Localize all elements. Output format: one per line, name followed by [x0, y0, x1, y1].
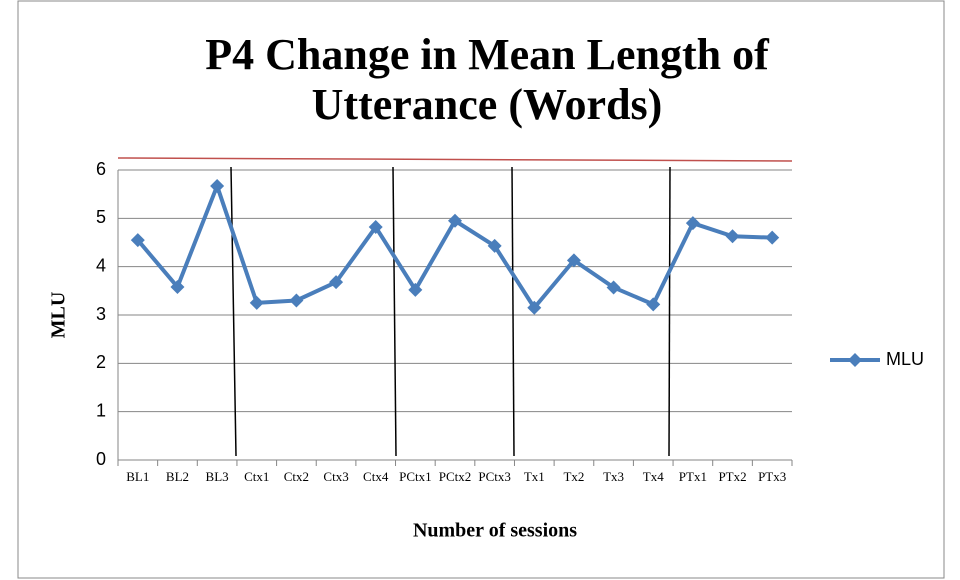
y-axis-title: MLU — [48, 292, 70, 339]
y-tick-label: 1 — [96, 400, 106, 420]
x-tick-label: Tx4 — [643, 469, 664, 484]
data-point — [170, 279, 185, 294]
data-point — [725, 229, 740, 244]
y-tick-label: 6 — [96, 159, 106, 179]
data-point — [329, 275, 344, 290]
chart-title: P4 Change in Mean Length of Utterance (W… — [205, 30, 769, 129]
x-tick-label: BL3 — [206, 469, 229, 484]
y-tick-label: 4 — [96, 255, 106, 275]
data-point — [487, 238, 502, 253]
y-tick-label: 0 — [96, 449, 106, 469]
data-point — [765, 230, 780, 245]
data-point — [368, 220, 383, 235]
x-tick-label: PCtx3 — [478, 469, 511, 484]
data-point — [289, 293, 304, 308]
data-point — [408, 282, 423, 297]
data-point — [646, 297, 661, 312]
x-tick-label: PCtx2 — [439, 469, 472, 484]
x-tick-label: PTx1 — [679, 469, 707, 484]
phase-line — [230, 166, 237, 457]
data-point — [527, 300, 542, 315]
data-point — [606, 280, 621, 295]
x-tick-label: Ctx3 — [323, 469, 348, 484]
y-tick-label: 5 — [96, 207, 106, 227]
chart-border — [17, 0, 945, 579]
x-tick-label: PTx2 — [718, 469, 746, 484]
phase-line — [511, 166, 515, 457]
data-point — [448, 213, 462, 228]
x-tick-label: Ctx2 — [284, 469, 309, 484]
phase-line — [668, 166, 671, 457]
legend-label: MLU — [886, 349, 924, 369]
x-tick-label: Tx3 — [603, 469, 624, 484]
x-tick-label: Tx2 — [563, 469, 584, 484]
x-tick-label: PCtx1 — [399, 469, 432, 484]
data-point — [685, 216, 700, 231]
phase-line — [392, 166, 397, 457]
x-axis-title: Number of sessions — [413, 520, 577, 542]
x-tick-label: Ctx1 — [244, 469, 269, 484]
phase-lines — [230, 166, 671, 457]
data-point — [130, 233, 145, 248]
data-point — [210, 178, 225, 193]
x-tick-label: BL1 — [126, 469, 149, 484]
data-point — [249, 295, 264, 310]
y-tick-label: 2 — [96, 352, 106, 372]
x-tick-label: PTx3 — [758, 469, 786, 484]
x-tick-label: Tx1 — [524, 469, 545, 484]
legend-marker — [848, 353, 862, 367]
y-tick-label: 3 — [96, 304, 106, 324]
x-tick-label: Ctx4 — [363, 469, 389, 484]
reference-line — [117, 157, 793, 162]
x-tick-label: BL2 — [166, 469, 189, 484]
data-point — [566, 253, 581, 268]
